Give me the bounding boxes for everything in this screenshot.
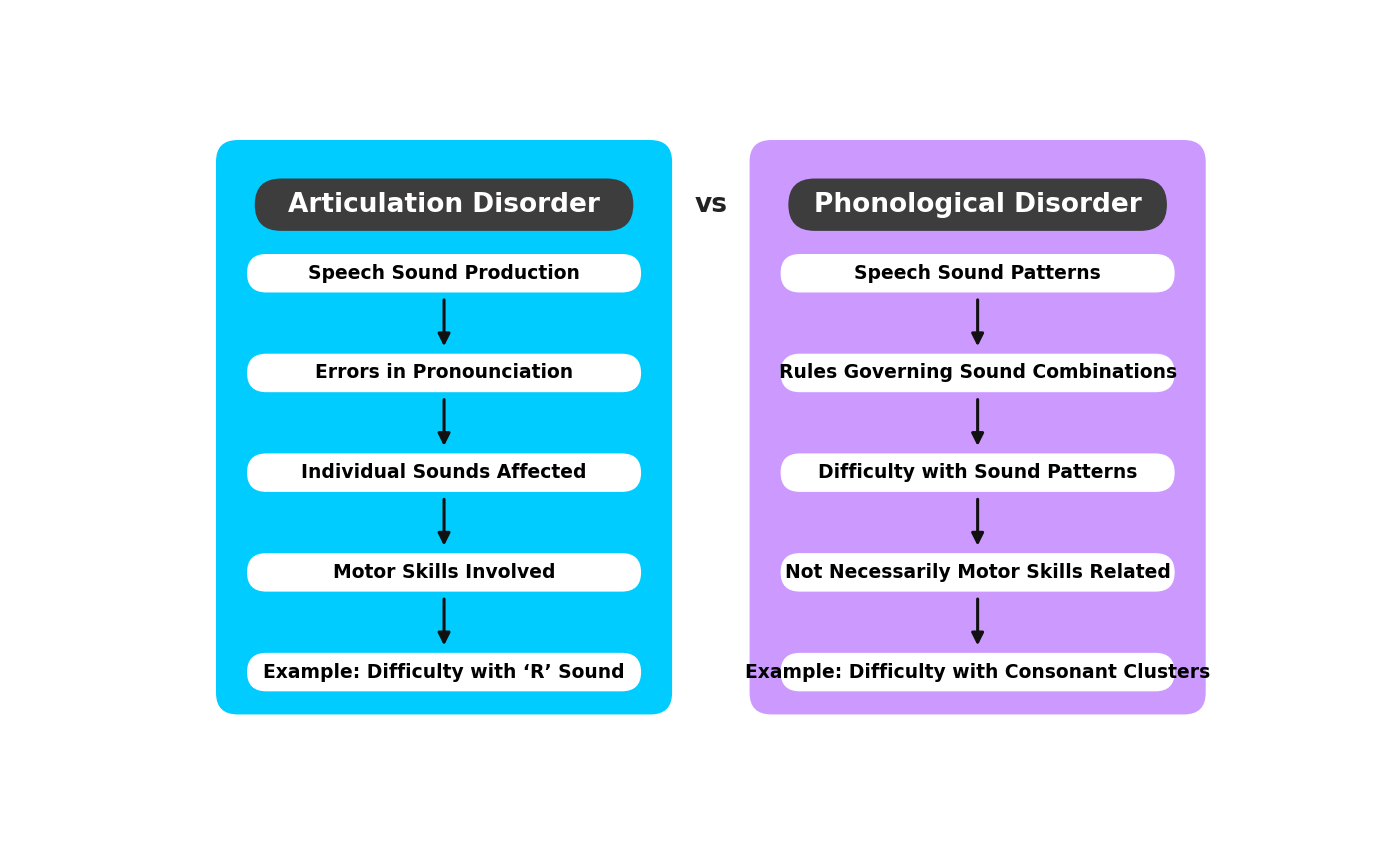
FancyBboxPatch shape (781, 354, 1175, 393)
FancyBboxPatch shape (788, 179, 1166, 231)
FancyBboxPatch shape (247, 354, 641, 393)
Text: Motor Skills Involved: Motor Skills Involved (333, 563, 555, 582)
FancyBboxPatch shape (781, 453, 1175, 492)
Text: Rules Governing Sound Combinations: Rules Governing Sound Combinations (778, 364, 1176, 382)
Text: Errors in Pronounciation: Errors in Pronounciation (315, 364, 573, 382)
FancyBboxPatch shape (255, 179, 634, 231)
Text: Example: Difficulty with ‘R’ Sound: Example: Difficulty with ‘R’ Sound (264, 662, 626, 682)
FancyBboxPatch shape (781, 553, 1175, 591)
Text: Example: Difficulty with Consonant Clusters: Example: Difficulty with Consonant Clust… (745, 662, 1211, 682)
Text: Articulation Disorder: Articulation Disorder (288, 192, 601, 217)
Text: Individual Sounds Affected: Individual Sounds Affected (301, 463, 587, 482)
FancyBboxPatch shape (247, 653, 641, 691)
Text: Speech Sound Production: Speech Sound Production (308, 264, 580, 283)
Text: Difficulty with Sound Patterns: Difficulty with Sound Patterns (818, 463, 1137, 482)
Text: Phonological Disorder: Phonological Disorder (814, 192, 1142, 217)
FancyBboxPatch shape (749, 140, 1205, 714)
FancyBboxPatch shape (247, 553, 641, 591)
Text: Not Necessarily Motor Skills Related: Not Necessarily Motor Skills Related (785, 563, 1171, 582)
FancyBboxPatch shape (781, 653, 1175, 691)
FancyBboxPatch shape (216, 140, 673, 714)
FancyBboxPatch shape (247, 254, 641, 293)
FancyBboxPatch shape (247, 453, 641, 492)
FancyBboxPatch shape (781, 254, 1175, 293)
Text: Speech Sound Patterns: Speech Sound Patterns (854, 264, 1101, 283)
Text: vs: vs (695, 192, 727, 217)
